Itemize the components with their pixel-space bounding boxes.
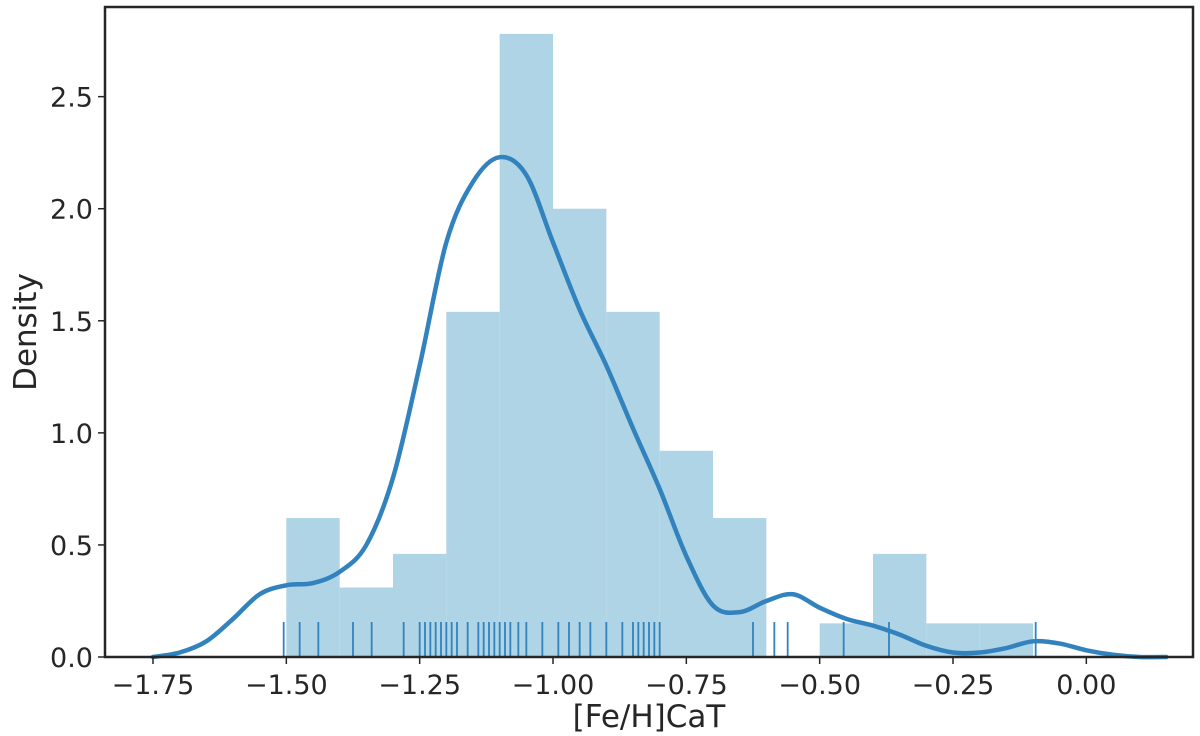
rug-marks <box>282 622 1037 657</box>
plot-frame <box>103 5 1195 659</box>
x-axis-label: [Fe/H]CaT <box>573 699 727 735</box>
y-tick-label-5: 2.5 <box>50 83 93 114</box>
x-tick-label-5: −0.50 <box>778 670 861 701</box>
y-tick-label-0: 0.0 <box>50 643 93 674</box>
x-tick-label-4: −0.75 <box>645 670 728 701</box>
y-axis-label: Density <box>8 273 44 391</box>
histogram-bar-1 <box>339 587 393 657</box>
y-tick-label-4: 2.0 <box>50 195 93 226</box>
histogram-bar-11 <box>873 553 927 657</box>
histogram-bar-10 <box>819 623 873 657</box>
x-tick-label-2: −1.25 <box>378 670 461 701</box>
y-tick-label-1: 0.5 <box>50 531 93 562</box>
histogram-bar-5 <box>553 208 607 658</box>
histogram-bars <box>286 33 1033 658</box>
y-axis-ticks: 0.0 0.5 1.0 1.5 2.0 2.5 <box>50 83 105 674</box>
x-tick-label-3: −1.00 <box>512 670 595 701</box>
x-tick-label-7: 0.00 <box>1056 670 1116 701</box>
histogram-bar-4 <box>499 33 553 658</box>
kde-curve <box>150 154 1169 660</box>
y-tick-label-3: 1.5 <box>50 307 93 338</box>
x-tick-label-1: −1.50 <box>245 670 328 701</box>
x-tick-label-0: −1.75 <box>112 670 195 701</box>
histogram-bar-8 <box>713 518 767 657</box>
x-axis-ticks: −1.75 −1.50 −1.25 −1.00 −0.75 −0.50 −0.25 0.00 <box>112 657 1116 701</box>
histogram-bar-6 <box>606 311 660 657</box>
histogram-bar-0 <box>286 518 340 657</box>
x-tick-label-6: −0.25 <box>912 670 995 701</box>
histogram-bar-3 <box>446 311 500 657</box>
y-tick-label-2: 1.0 <box>50 419 93 450</box>
